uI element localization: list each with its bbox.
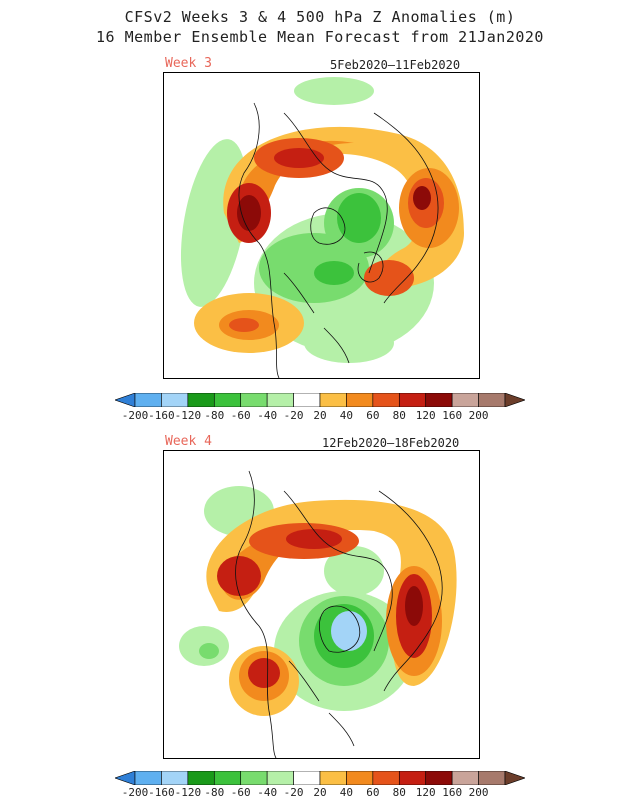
- colorbar-tick-label: 40: [339, 786, 354, 799]
- week4-anomaly-field: [179, 470, 457, 758]
- week3-map: [163, 72, 480, 379]
- colorbar-swatch: [372, 393, 400, 407]
- colorbar-tick-label: 20: [313, 786, 327, 799]
- colorbar-tick-label: 160: [442, 786, 463, 799]
- colorbar-swatch: [240, 393, 268, 407]
- colorbar-swatch: [187, 771, 215, 785]
- colorbar-swatch: [372, 771, 400, 785]
- chart-title-line2: 16 Member Ensemble Mean Forecast from 21…: [96, 28, 544, 46]
- colorbar-swatch: [240, 771, 268, 785]
- colorbar-swatch: [213, 771, 242, 785]
- colorbar-tick-label: -20: [283, 786, 304, 799]
- colorbar-swatch: [451, 393, 479, 407]
- colorbar-tick-label: 20: [313, 409, 327, 422]
- colorbar-swatch: [293, 393, 321, 407]
- chart-title-line1: CFSv2 Weeks 3 & 4 500 hPa Z Anomalies (m…: [124, 8, 516, 26]
- colorbar-tick-label: -40: [257, 409, 278, 422]
- colorbar-tick-label: 120: [415, 409, 436, 422]
- week3-label: Week 3: [165, 56, 212, 71]
- colorbar-tick-label: -160: [148, 786, 175, 799]
- colorbar-swatch: [398, 393, 427, 407]
- colorbar-tick-label: -160: [148, 409, 175, 422]
- colorbar-tick-label: -120: [174, 409, 202, 422]
- colorbar-swatch: [346, 393, 374, 407]
- week4-colorbar-labels: -200 -160 -120 -80 -60 -40 -20 20 40 60 80 120 160 20…: [115, 786, 525, 800]
- colorbar-swatch: [504, 771, 525, 785]
- colorbar-tick-label: -20: [283, 409, 304, 422]
- colorbar-swatch: [161, 771, 189, 785]
- colorbar-tick-label: 80: [392, 409, 406, 422]
- colorbar-swatch: [134, 771, 162, 785]
- week4-dates: 12Feb2020–18Feb2020: [322, 436, 460, 450]
- week4-map: [163, 450, 480, 759]
- colorbar-swatch: [134, 393, 162, 407]
- colorbar-tick-label: 200: [468, 786, 489, 799]
- colorbar-tick-label: -200: [121, 409, 149, 422]
- colorbar-swatch: [319, 393, 347, 407]
- colorbar-swatch: [346, 771, 374, 785]
- colorbar-swatch: [451, 771, 479, 785]
- week3-dates: 5Feb2020–11Feb2020: [330, 58, 461, 72]
- colorbar-tick-label: 60: [366, 786, 380, 799]
- week3-colorbar-labels: -200 -160 -120 -80 -60 -40 -20 20 40 60 80 120 160 20…: [115, 409, 525, 423]
- colorbar-tick-label: 200: [468, 409, 489, 422]
- colorbar-swatch: [425, 771, 453, 785]
- colorbar-swatch: [187, 393, 215, 407]
- colorbar-swatch: [161, 393, 189, 407]
- colorbar-tick-label: -120: [174, 786, 202, 799]
- colorbar-tick-label: -40: [257, 786, 278, 799]
- colorbar-swatch: [115, 393, 136, 407]
- colorbar-swatch: [266, 393, 294, 407]
- week3-colorbar: [115, 393, 525, 407]
- colorbar-swatch: [478, 393, 506, 407]
- week4-label: Week 4: [165, 434, 212, 449]
- colorbar-swatch: [398, 771, 427, 785]
- colorbar-swatch: [293, 771, 321, 785]
- colorbar-swatch: [213, 393, 242, 407]
- colorbar-tick-label: 40: [339, 409, 354, 422]
- colorbar-tick-label: -60: [230, 409, 251, 422]
- colorbar-tick-label: 120: [415, 786, 436, 799]
- colorbar-swatch: [425, 393, 453, 407]
- colorbar-swatch: [478, 771, 506, 785]
- colorbar-tick-label: 80: [392, 786, 406, 799]
- colorbar-tick-label: -60: [230, 786, 251, 799]
- colorbar-tick-label: 160: [442, 409, 463, 422]
- colorbar-tick-label: -200: [121, 786, 149, 799]
- week4-colorbar: [115, 771, 525, 785]
- week3-anomaly-field: [180, 77, 464, 378]
- colorbar-swatch: [319, 771, 347, 785]
- colorbar-tick-label: -80: [204, 409, 225, 422]
- colorbar-swatch: [115, 771, 136, 785]
- colorbar-swatch: [266, 771, 294, 785]
- colorbar-tick-label: 60: [366, 409, 380, 422]
- colorbar-swatch: [504, 393, 525, 407]
- colorbar-tick-label: -80: [204, 786, 225, 799]
